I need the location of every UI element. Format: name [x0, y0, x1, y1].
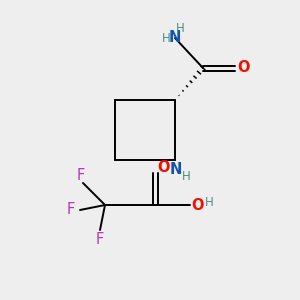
Text: H: H	[182, 170, 190, 184]
Text: F: F	[67, 202, 75, 217]
Text: H: H	[176, 22, 184, 34]
Text: O: O	[238, 61, 250, 76]
Text: O: O	[191, 197, 203, 212]
Text: O: O	[158, 160, 170, 175]
Text: N: N	[170, 161, 182, 176]
Text: F: F	[77, 167, 85, 182]
Text: F: F	[96, 232, 104, 247]
Text: N: N	[169, 31, 181, 46]
Text: H: H	[162, 32, 170, 44]
Text: H: H	[205, 196, 213, 209]
